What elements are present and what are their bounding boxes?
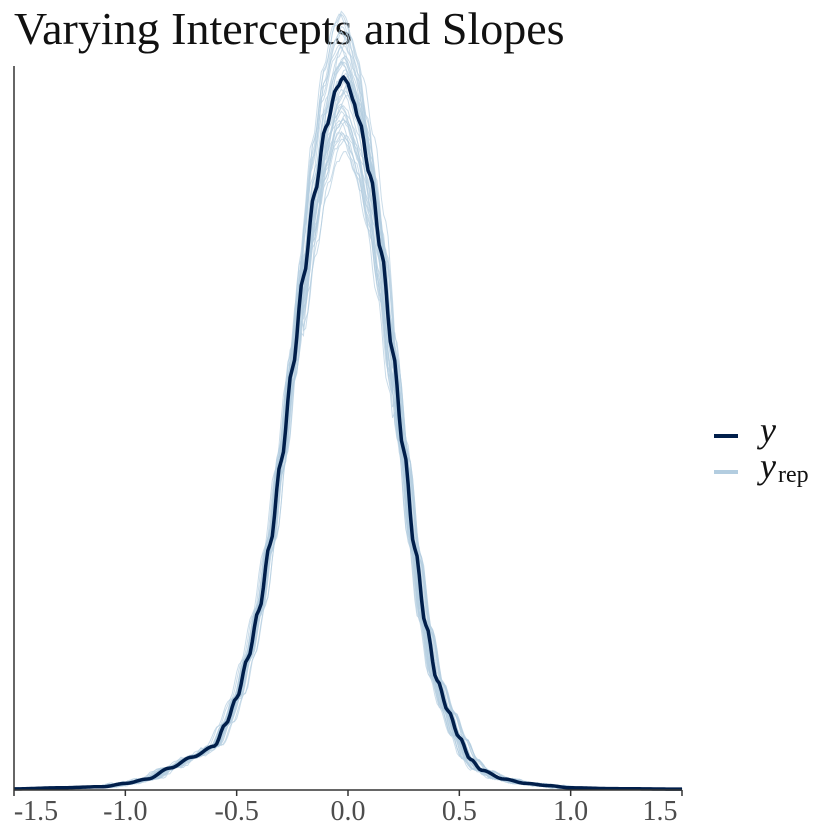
yrep-line bbox=[13, 72, 683, 791]
yrep-line bbox=[13, 75, 683, 791]
yrep-line bbox=[13, 119, 683, 791]
yrep-line bbox=[13, 134, 683, 791]
yrep-line bbox=[13, 150, 683, 791]
yrep-line bbox=[13, 85, 683, 791]
y-line-group bbox=[14, 75, 682, 791]
yrep-line bbox=[13, 31, 683, 791]
yrep-line bbox=[13, 61, 683, 791]
yrep-line bbox=[13, 45, 683, 791]
x-tick-label: -1.5 bbox=[14, 796, 58, 827]
legend-label-y: y bbox=[757, 410, 776, 450]
x-tick-label: -1.0 bbox=[103, 796, 147, 827]
yrep-line bbox=[13, 76, 683, 791]
yrep-line bbox=[13, 110, 683, 791]
legend-label-yrep: yrep bbox=[757, 446, 809, 488]
yrep-line bbox=[13, 69, 683, 791]
yrep-line bbox=[13, 88, 683, 791]
x-tick-label: 1.5 bbox=[643, 796, 678, 827]
yrep-line bbox=[13, 13, 683, 791]
x-tick-label: 0.0 bbox=[331, 796, 366, 827]
yrep-line bbox=[13, 133, 683, 791]
x-tick-label: 0.5 bbox=[442, 796, 477, 827]
x-axis-ticks: -1.5 -1.0 -0.5 0.0 0.5 1.0 1.5 bbox=[13, 790, 683, 827]
chart-title: Varying Intercepts and Slopes bbox=[14, 3, 565, 54]
yrep-line bbox=[13, 56, 683, 791]
yrep-line bbox=[13, 60, 683, 791]
yrep-lines bbox=[13, 10, 683, 791]
yrep-line bbox=[13, 119, 683, 791]
yrep-line bbox=[13, 132, 683, 791]
yrep-line bbox=[13, 103, 683, 791]
yrep-line bbox=[13, 77, 683, 791]
yrep-line bbox=[14, 114, 683, 791]
yrep-line bbox=[13, 138, 683, 791]
yrep-line bbox=[13, 117, 683, 791]
yrep-line bbox=[13, 120, 683, 791]
yrep-line bbox=[13, 106, 683, 791]
x-tick-label: -0.5 bbox=[215, 796, 259, 827]
yrep-line bbox=[13, 83, 683, 791]
yrep-line bbox=[13, 13, 683, 791]
yrep-line bbox=[13, 55, 683, 791]
yrep-line bbox=[13, 105, 683, 791]
yrep-line bbox=[13, 90, 683, 791]
yrep-line bbox=[13, 61, 683, 791]
yrep-line bbox=[13, 30, 683, 791]
y-line bbox=[14, 75, 682, 791]
x-tick-label: 1.0 bbox=[553, 796, 588, 827]
yrep-line bbox=[13, 95, 683, 791]
yrep-line bbox=[13, 130, 683, 791]
